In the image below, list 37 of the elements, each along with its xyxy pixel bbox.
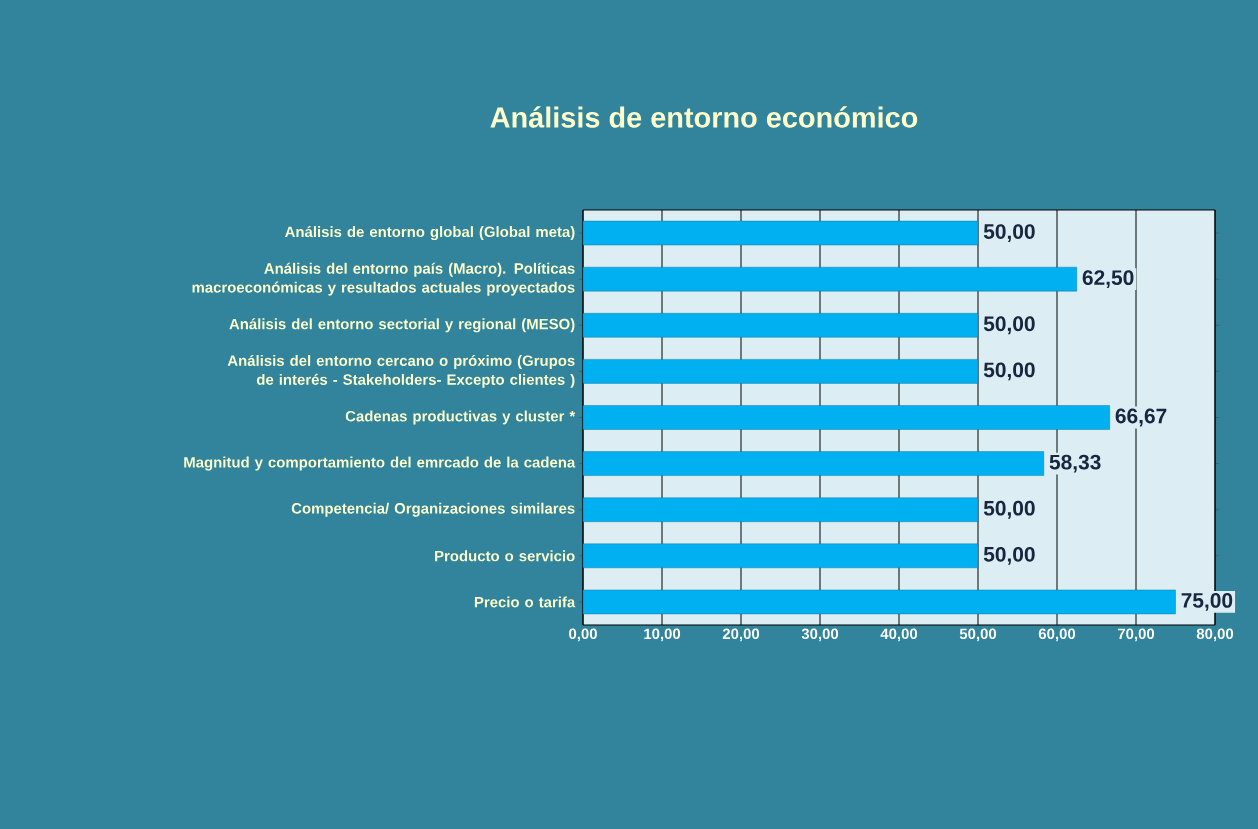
x-tick-label: 40,00	[880, 628, 918, 642]
chart-title: Análisis de entorno económico	[490, 106, 918, 128]
y-tick-label: Competencia/ Organizaciones similares	[291, 502, 575, 517]
data-label: 50,00	[983, 316, 1035, 335]
data-label: 66,67	[1115, 408, 1167, 427]
y-tick-label: Análisis del entorno cercano o próximo (Grupos de interés - Stakeholders- Excepto clientes )	[227, 354, 575, 388]
bar	[582, 359, 979, 384]
y-tick-label: Precio o tarifa	[474, 596, 576, 608]
y-tick-label: Cadenas productivas y cluster *	[345, 410, 576, 425]
y-tick-label: Magnitud y comportamiento del emrcado de la cadena	[184, 456, 576, 471]
y-tick-label: Análisis del entorno sectorial y regional (MESO)	[229, 318, 575, 333]
x-tick-label: 50,00	[959, 628, 997, 642]
bar	[582, 589, 1176, 615]
data-label: 75,00	[1181, 593, 1233, 611]
y-tick-label: Análisis de entorno global (Global meta)	[285, 226, 575, 241]
bar	[582, 451, 1045, 476]
x-tick-label: 80,00	[1196, 628, 1234, 642]
bar	[582, 543, 979, 569]
x-tick-label: 60,00	[1038, 628, 1076, 642]
y-tick-label: Producto o servicio	[435, 550, 575, 562]
bar	[582, 266, 1077, 292]
x-tick-label: 30,00	[801, 628, 839, 642]
x-tick-label: 0,00	[569, 628, 597, 642]
data-label: 62,50	[1082, 270, 1134, 289]
x-tick-label: 70,00	[1117, 628, 1155, 642]
bar	[582, 497, 979, 522]
bar	[582, 405, 1110, 430]
data-label: 58,33	[1049, 454, 1101, 473]
y-tick-label: Análisis del entorno país (Macro). Políticas macroeconómicas y resultados actuales proyectados	[192, 262, 575, 296]
x-tick-label: 20,00	[722, 628, 760, 642]
data-label: 50,00	[983, 500, 1035, 519]
bar	[582, 220, 979, 246]
bar	[582, 313, 979, 338]
data-label: 50,00	[983, 546, 1035, 565]
data-label: 50,00	[983, 224, 1035, 242]
data-label: 50,00	[983, 362, 1035, 381]
x-tick-label: 10,00	[644, 628, 681, 642]
